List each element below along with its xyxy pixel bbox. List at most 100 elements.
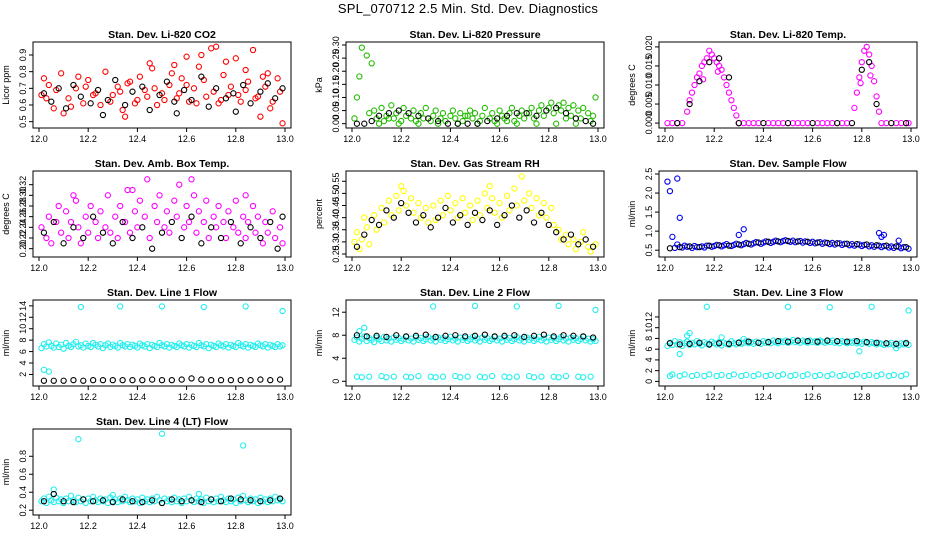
data-point [422, 331, 429, 338]
data-point [121, 113, 129, 120]
data-point [188, 497, 195, 504]
data-point [580, 333, 587, 340]
data-point [173, 110, 180, 117]
data-point [235, 229, 242, 236]
data-point [370, 338, 378, 346]
data-point [72, 338, 80, 346]
data-point [390, 373, 397, 380]
data-point [740, 335, 747, 343]
data-point [353, 229, 361, 236]
data-point [454, 120, 461, 127]
data-point [570, 332, 577, 339]
data-point [902, 371, 910, 378]
data-point [572, 120, 580, 127]
data-point [873, 100, 880, 108]
data-point [511, 332, 518, 339]
data-point [67, 218, 75, 226]
data-point [193, 100, 200, 107]
y-tick-label: 6 [644, 347, 654, 352]
x-tick-label: 12.0 [30, 392, 48, 402]
y-tick-label: 4 [18, 360, 28, 365]
data-point [481, 104, 488, 112]
data-point [85, 76, 92, 84]
data-point [666, 340, 674, 347]
data-point [361, 120, 368, 127]
data-point [508, 104, 516, 112]
data-point [60, 240, 67, 247]
data-point [87, 100, 94, 107]
data-point [575, 241, 582, 248]
data-point [873, 93, 880, 100]
x-tick-label: 12.6 [178, 392, 196, 402]
data-point [740, 226, 747, 233]
data-point [525, 110, 533, 117]
x-tick-label: 12.2 [79, 392, 97, 402]
x-tick-label: 12.0 [30, 134, 48, 144]
data-point [183, 81, 190, 89]
data-point [358, 44, 365, 51]
y-tick-label: 10 [644, 323, 654, 333]
panel-title: Stan. Dev. Sample Flow [729, 158, 847, 170]
data-point [178, 75, 185, 82]
data-point [518, 173, 525, 180]
data-point [405, 110, 412, 117]
data-point [873, 242, 880, 249]
data-point [402, 202, 410, 209]
data-point [129, 376, 136, 384]
data-point [227, 218, 235, 226]
data-point [168, 376, 175, 384]
data-point [442, 204, 449, 212]
data-point [77, 240, 84, 247]
data-point [902, 243, 910, 251]
data-point [230, 224, 237, 231]
data-point [562, 115, 570, 122]
series-black [40, 73, 286, 119]
x-tick-label: 12.2 [705, 134, 723, 144]
data-point [853, 337, 861, 345]
data-point [686, 97, 693, 104]
data-point [457, 374, 464, 381]
data-point [198, 51, 205, 59]
data-point [136, 197, 144, 204]
data-point [666, 245, 674, 252]
data-point [857, 79, 864, 87]
data-point [388, 102, 395, 109]
data-point [114, 344, 121, 351]
data-point [738, 372, 745, 380]
data-point [723, 81, 730, 89]
data-point [89, 213, 97, 220]
data-point [530, 332, 538, 339]
data-point [430, 112, 437, 119]
data-point [434, 120, 442, 127]
data-point [92, 218, 99, 226]
data-point [168, 70, 175, 77]
data-point [75, 73, 82, 80]
data-point [146, 106, 153, 114]
data-point [82, 213, 89, 220]
data-point [53, 218, 60, 226]
data-point [178, 234, 185, 242]
data-point [706, 58, 713, 66]
data-point [826, 304, 833, 311]
data-point [412, 219, 420, 226]
data-point [77, 303, 84, 311]
y-tick-label: 0.2 [18, 504, 28, 517]
y-tick-label: 0.30 [331, 36, 341, 54]
data-point [545, 221, 552, 229]
data-point [109, 240, 116, 247]
data-point [38, 224, 45, 231]
data-point [439, 110, 447, 117]
data-point [70, 498, 77, 506]
x-tick-label: 12.0 [343, 263, 361, 273]
chart-panel-2: Stan. Dev. Li-820 Pressure kPa 12.0 12.2 12.… [314, 29, 607, 144]
data-point [203, 197, 210, 204]
data-point [358, 236, 365, 243]
data-point [139, 83, 146, 90]
data-point [425, 115, 432, 122]
y-tick-label: 0.9 [18, 49, 28, 62]
data-point [210, 213, 217, 220]
data-point [279, 85, 286, 92]
data-point [442, 332, 449, 339]
data-point [361, 324, 368, 331]
